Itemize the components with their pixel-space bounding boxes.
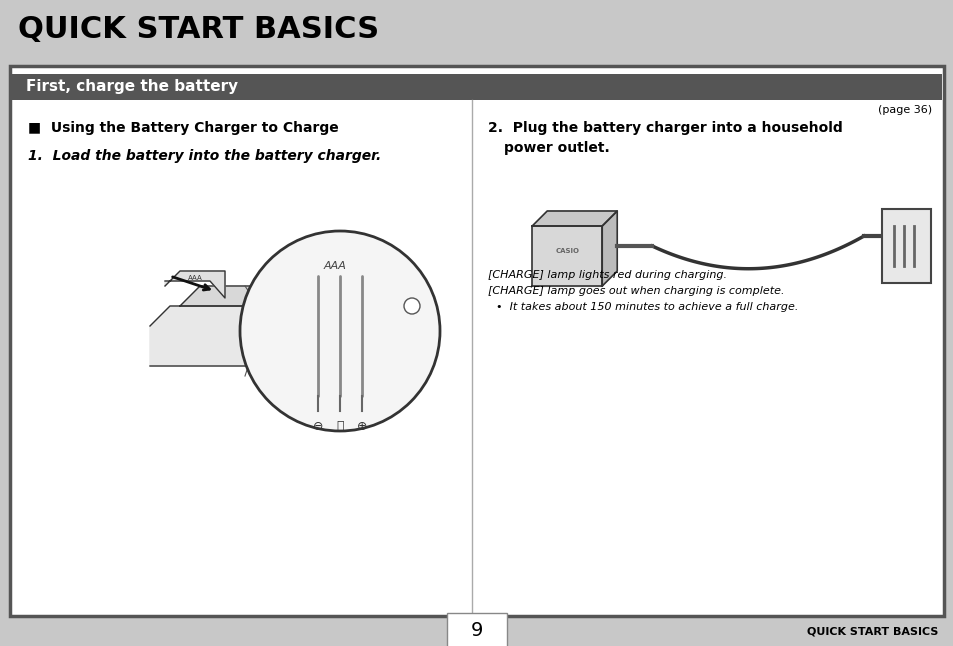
Text: First, charge the battery: First, charge the battery [26, 79, 238, 94]
FancyBboxPatch shape [0, 0, 953, 58]
Text: [CHARGE] lamp lights red during charging.: [CHARGE] lamp lights red during charging… [488, 270, 726, 280]
Circle shape [240, 231, 439, 431]
Text: CASIO: CASIO [555, 248, 578, 254]
Text: AAA: AAA [188, 275, 202, 281]
Polygon shape [532, 211, 617, 226]
Polygon shape [180, 286, 270, 326]
FancyBboxPatch shape [882, 209, 930, 283]
FancyBboxPatch shape [10, 66, 943, 616]
Polygon shape [165, 271, 225, 298]
FancyBboxPatch shape [12, 74, 941, 100]
Text: ⊕: ⊕ [356, 419, 367, 433]
Text: 1.  Load the battery into the battery charger.: 1. Load the battery into the battery cha… [28, 149, 381, 163]
Text: (page 36): (page 36) [877, 105, 931, 115]
Text: QUICK START BASICS: QUICK START BASICS [806, 626, 937, 636]
Text: QUICK START BASICS: QUICK START BASICS [18, 14, 378, 43]
Text: ⊖: ⊖ [313, 419, 323, 433]
Circle shape [403, 298, 419, 314]
Text: ■  Using the Battery Charger to Charge: ■ Using the Battery Charger to Charge [28, 121, 338, 135]
Polygon shape [532, 226, 601, 286]
Text: Ⓣ: Ⓣ [335, 419, 343, 433]
Text: power outlet.: power outlet. [504, 141, 609, 155]
FancyBboxPatch shape [447, 613, 506, 646]
Text: [CHARGE] lamp goes out when charging is complete.: [CHARGE] lamp goes out when charging is … [488, 286, 784, 296]
Text: AAA: AAA [323, 261, 346, 271]
Text: •  It takes about 150 minutes to achieve a full charge.: • It takes about 150 minutes to achieve … [496, 302, 798, 312]
Polygon shape [601, 211, 617, 286]
Text: 2.  Plug the battery charger into a household: 2. Plug the battery charger into a house… [488, 121, 842, 135]
Text: 9: 9 [471, 621, 482, 640]
Polygon shape [150, 306, 270, 366]
